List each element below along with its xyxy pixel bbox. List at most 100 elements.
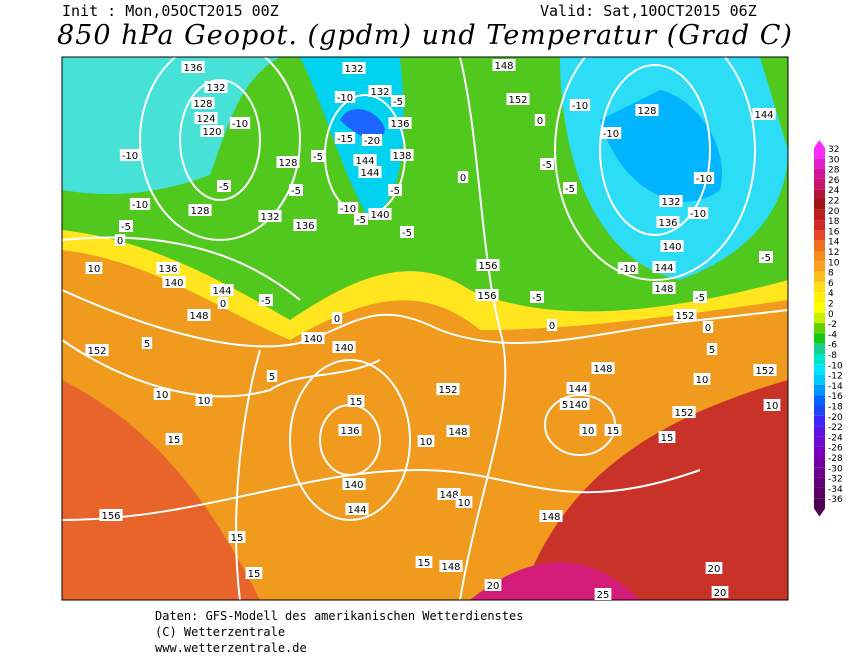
- contour-label-text: -5: [219, 182, 229, 193]
- contour-label: 5: [706, 343, 718, 356]
- contour-label-box: [85, 262, 103, 274]
- contour-label-text: 152: [674, 408, 693, 419]
- contour-label-box: [332, 341, 356, 353]
- contour-label-text: 25: [597, 590, 610, 601]
- contour-label: 152: [85, 344, 109, 357]
- contour-label: 15: [415, 556, 433, 569]
- contour-label-box: [506, 93, 530, 105]
- contour-label-text: 140: [568, 400, 587, 411]
- contour-label: 25: [594, 588, 612, 601]
- contour-label-text: -10: [337, 93, 353, 104]
- valid-time: Valid: Sat,10OCT2015 06Z: [540, 2, 757, 20]
- contour-label: 10: [153, 388, 171, 401]
- scale-label: 0: [828, 310, 834, 320]
- contour-label: 10: [195, 394, 213, 407]
- contour-label: 15: [658, 431, 676, 444]
- scale-swatch: [814, 384, 825, 396]
- contour-label-box: [417, 435, 435, 447]
- contour-label-box: [334, 132, 356, 144]
- contour-label-text: -5: [761, 253, 771, 264]
- contour-label-box: [702, 321, 714, 333]
- scale-label: -20: [828, 413, 843, 423]
- scale-label: -10: [828, 361, 843, 371]
- contour-label-text: 132: [260, 212, 279, 223]
- contour-label-text: 5: [709, 345, 715, 356]
- contour-label-text: 10: [156, 390, 169, 401]
- contour-label-box: [337, 202, 359, 214]
- contour-label-text: 144: [212, 286, 231, 297]
- scale-label: -2: [828, 320, 837, 330]
- contour-label-box: [566, 382, 590, 394]
- scale-label: 14: [828, 238, 840, 248]
- contour-label-text: 148: [593, 364, 612, 375]
- contour-label-text: 136: [658, 218, 677, 229]
- contour-label-box: [752, 108, 776, 120]
- scale-swatch: [814, 178, 825, 190]
- contour-label: 10: [579, 424, 597, 437]
- contour-label: -5: [354, 213, 368, 226]
- contour-label-box: [753, 364, 777, 376]
- contour-label-text: -10: [122, 151, 138, 162]
- contour-label: 128: [635, 104, 659, 117]
- contour-label: 148: [652, 282, 676, 295]
- contour-label: 128: [191, 97, 215, 110]
- contour-label: 124: [194, 112, 218, 125]
- contour-label-box: [368, 208, 392, 220]
- contour-label-box: [594, 588, 612, 600]
- contour-label-text: 0: [117, 236, 123, 247]
- contour-label-text: 0: [220, 299, 226, 310]
- contour-label-text: -5: [390, 186, 400, 197]
- scale-label: -22: [828, 423, 843, 433]
- contour-label-text: 148: [494, 61, 513, 72]
- scale-swatch: [814, 189, 825, 200]
- contour-label-text: 148: [439, 490, 458, 501]
- contour-label-text: 136: [295, 221, 314, 232]
- contour-label-box: [200, 125, 224, 137]
- contour-label-text: -5: [261, 296, 271, 307]
- scale-label: 6: [828, 279, 834, 289]
- contour-label-text: -10: [690, 209, 706, 220]
- contour-label-text: 5: [269, 372, 275, 383]
- contour-label: -5: [217, 180, 231, 193]
- contour-label-box: [563, 182, 577, 194]
- contour-label-text: -5: [356, 215, 366, 226]
- scale-swatch: [814, 281, 825, 293]
- scale-swatch: [814, 271, 825, 282]
- contour-label-box: [579, 424, 597, 436]
- contour-label-text: -20: [364, 136, 380, 147]
- scale-label: 28: [828, 166, 840, 176]
- contour-label: -10: [600, 127, 622, 140]
- contour-label: -10: [687, 207, 709, 220]
- scale-label: 8: [828, 269, 834, 279]
- contour-label-text: 148: [541, 512, 560, 523]
- contour-label-box: [342, 478, 366, 490]
- contour-label-text: 152: [675, 311, 694, 322]
- contour-label: 144: [210, 284, 234, 297]
- contour-label-box: [658, 431, 676, 443]
- contour-label-text: 140: [303, 334, 322, 345]
- scale-label: 20: [828, 207, 840, 217]
- contour-label: -5: [391, 95, 405, 108]
- contour-label: 148: [591, 362, 615, 375]
- contour-label-box: [338, 424, 362, 436]
- contour-label-box: [534, 114, 546, 126]
- contour-label: -5: [289, 184, 303, 197]
- contour-label-box: [530, 291, 544, 303]
- contour-label-box: [194, 112, 218, 124]
- contour-label-box: [245, 567, 263, 579]
- contour-label-box: [229, 117, 251, 129]
- contour-label: 148: [492, 59, 516, 72]
- contour-label-text: 156: [101, 511, 120, 522]
- contour-label: 120: [200, 125, 224, 138]
- contour-label: 144: [345, 503, 369, 516]
- contour-label-text: 140: [370, 210, 389, 221]
- scale-label: 22: [828, 197, 839, 207]
- contour-label: 5: [266, 370, 278, 383]
- contour-label-text: 132: [661, 197, 680, 208]
- scale-label: 26: [828, 176, 840, 186]
- contour-label: 10: [455, 496, 473, 509]
- contour-label-text: 10: [696, 375, 709, 386]
- scale-swatch: [814, 446, 825, 457]
- contour-label: 132: [342, 62, 366, 75]
- contour-label-text: 144: [654, 263, 673, 274]
